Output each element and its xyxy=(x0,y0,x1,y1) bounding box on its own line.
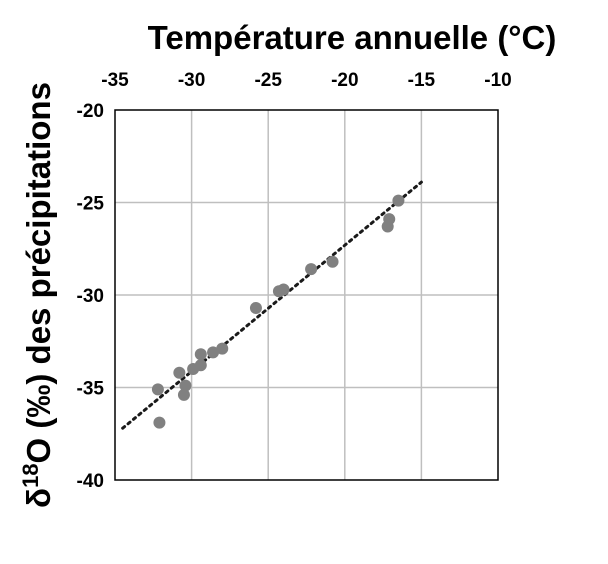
data-point xyxy=(305,263,318,276)
data-point xyxy=(173,366,186,379)
x-tick-label: -10 xyxy=(484,70,511,91)
data-point xyxy=(392,194,405,207)
data-point xyxy=(249,301,262,314)
y-axis-title-delta: δ xyxy=(20,488,57,508)
plot-area-frame xyxy=(114,109,499,481)
data-point xyxy=(179,379,192,392)
x-axis-title: Température annuelle (°C) xyxy=(148,19,557,56)
x-tick-label: -35 xyxy=(101,70,129,91)
y-tick-label: -35 xyxy=(77,379,105,400)
x-tick-label: -15 xyxy=(408,70,436,91)
x-tick-labels: -35 -30 -25 -20 -15 -10 xyxy=(101,70,511,91)
y-tick-labels: -20 -25 -30 -35 -40 xyxy=(77,101,105,492)
data-point xyxy=(151,383,164,396)
y-tick-label: -25 xyxy=(77,194,105,215)
y-tick-label: -30 xyxy=(77,286,104,307)
x-tick-label: -20 xyxy=(331,70,358,91)
data-point xyxy=(277,283,290,296)
data-point xyxy=(216,342,229,355)
y-axis-title: δ18O (‰) des précipitations xyxy=(18,82,57,508)
trendline-layer xyxy=(121,180,423,430)
y-tick-label: -20 xyxy=(77,101,104,122)
y-tick-label: -40 xyxy=(77,471,104,492)
data-point xyxy=(177,388,190,401)
y-axis-title-rest: O (‰) des précipitations xyxy=(20,82,57,463)
data-point xyxy=(153,416,166,429)
data-point xyxy=(383,213,396,226)
y-axis-title-superscript: 18 xyxy=(18,463,43,487)
data-points xyxy=(151,194,405,429)
data-point xyxy=(326,255,339,268)
data-point xyxy=(194,348,207,361)
x-tick-label: -30 xyxy=(178,70,205,91)
gridlines xyxy=(115,110,498,480)
trendline xyxy=(121,180,423,430)
x-tick-label: -25 xyxy=(254,70,282,91)
data-point xyxy=(194,359,207,372)
data-point xyxy=(207,346,220,359)
